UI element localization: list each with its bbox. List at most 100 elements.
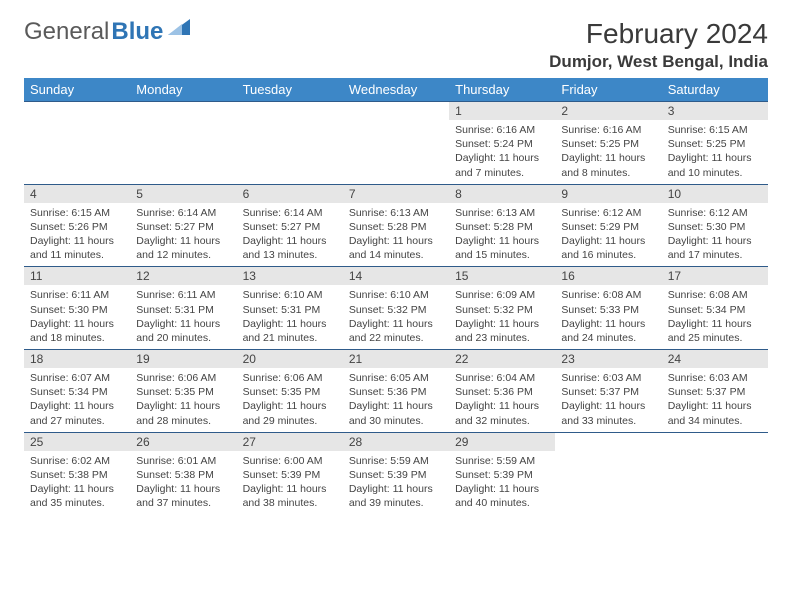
day-number: 17 xyxy=(662,267,768,285)
sunrise-line: Sunrise: 6:08 AM xyxy=(561,288,655,302)
calendar-cell-day-26: 26Sunrise: 6:01 AMSunset: 5:38 PMDayligh… xyxy=(130,432,236,514)
day-details: Sunrise: 6:00 AMSunset: 5:39 PMDaylight:… xyxy=(237,451,343,515)
calendar-cell-day-6: 6Sunrise: 6:14 AMSunset: 5:27 PMDaylight… xyxy=(237,184,343,267)
day-number: 4 xyxy=(24,185,130,203)
sunrise-line: Sunrise: 6:01 AM xyxy=(136,454,230,468)
daylight-line: Daylight: 11 hours and 23 minutes. xyxy=(455,317,549,345)
brand-triangle-icon xyxy=(168,19,190,40)
col-header-monday: Monday xyxy=(130,78,236,102)
sunset-line: Sunset: 5:37 PM xyxy=(668,385,762,399)
daylight-line: Daylight: 11 hours and 38 minutes. xyxy=(243,482,337,510)
sunrise-line: Sunrise: 6:00 AM xyxy=(243,454,337,468)
day-details: Sunrise: 6:16 AMSunset: 5:24 PMDaylight:… xyxy=(449,120,555,184)
day-details: Sunrise: 6:07 AMSunset: 5:34 PMDaylight:… xyxy=(24,368,130,432)
title-block: February 2024 Dumjor, West Bengal, India xyxy=(549,18,768,72)
calendar-cell-day-20: 20Sunrise: 6:06 AMSunset: 5:35 PMDayligh… xyxy=(237,350,343,433)
day-details: Sunrise: 6:15 AMSunset: 5:26 PMDaylight:… xyxy=(24,203,130,267)
day-details: Sunrise: 6:14 AMSunset: 5:27 PMDaylight:… xyxy=(237,203,343,267)
sunrise-line: Sunrise: 6:10 AM xyxy=(243,288,337,302)
day-number: 7 xyxy=(343,185,449,203)
calendar-week: 11Sunrise: 6:11 AMSunset: 5:30 PMDayligh… xyxy=(24,267,768,350)
day-details: Sunrise: 6:08 AMSunset: 5:33 PMDaylight:… xyxy=(555,285,661,349)
sunset-line: Sunset: 5:38 PM xyxy=(30,468,124,482)
day-number: 11 xyxy=(24,267,130,285)
day-number: 10 xyxy=(662,185,768,203)
sunrise-line: Sunrise: 6:13 AM xyxy=(349,206,443,220)
day-details: Sunrise: 6:12 AMSunset: 5:29 PMDaylight:… xyxy=(555,203,661,267)
day-details: Sunrise: 6:06 AMSunset: 5:35 PMDaylight:… xyxy=(237,368,343,432)
day-number: 5 xyxy=(130,185,236,203)
sunset-line: Sunset: 5:27 PM xyxy=(243,220,337,234)
sunset-line: Sunset: 5:26 PM xyxy=(30,220,124,234)
day-number: 26 xyxy=(130,433,236,451)
sunset-line: Sunset: 5:27 PM xyxy=(136,220,230,234)
location-subtitle: Dumjor, West Bengal, India xyxy=(549,52,768,72)
daylight-line: Daylight: 11 hours and 28 minutes. xyxy=(136,399,230,427)
calendar-cell-day-14: 14Sunrise: 6:10 AMSunset: 5:32 PMDayligh… xyxy=(343,267,449,350)
day-details: Sunrise: 6:10 AMSunset: 5:31 PMDaylight:… xyxy=(237,285,343,349)
calendar-cell-day-12: 12Sunrise: 6:11 AMSunset: 5:31 PMDayligh… xyxy=(130,267,236,350)
sunrise-line: Sunrise: 6:03 AM xyxy=(561,371,655,385)
day-details: Sunrise: 6:01 AMSunset: 5:38 PMDaylight:… xyxy=(130,451,236,515)
sunrise-line: Sunrise: 6:15 AM xyxy=(668,123,762,137)
calendar-cell-day-17: 17Sunrise: 6:08 AMSunset: 5:34 PMDayligh… xyxy=(662,267,768,350)
col-header-sunday: Sunday xyxy=(24,78,130,102)
daylight-line: Daylight: 11 hours and 8 minutes. xyxy=(561,151,655,179)
calendar-cell-empty xyxy=(343,102,449,185)
sunset-line: Sunset: 5:36 PM xyxy=(455,385,549,399)
daylight-line: Daylight: 11 hours and 7 minutes. xyxy=(455,151,549,179)
sunset-line: Sunset: 5:38 PM xyxy=(136,468,230,482)
day-details: Sunrise: 6:06 AMSunset: 5:35 PMDaylight:… xyxy=(130,368,236,432)
calendar-cell-day-9: 9Sunrise: 6:12 AMSunset: 5:29 PMDaylight… xyxy=(555,184,661,267)
sunrise-line: Sunrise: 6:06 AM xyxy=(136,371,230,385)
day-number: 20 xyxy=(237,350,343,368)
sunrise-line: Sunrise: 6:16 AM xyxy=(455,123,549,137)
sunset-line: Sunset: 5:25 PM xyxy=(561,137,655,151)
day-number: 15 xyxy=(449,267,555,285)
sunset-line: Sunset: 5:29 PM xyxy=(561,220,655,234)
sunset-line: Sunset: 5:35 PM xyxy=(243,385,337,399)
sunset-line: Sunset: 5:30 PM xyxy=(30,303,124,317)
sunrise-line: Sunrise: 6:15 AM xyxy=(30,206,124,220)
calendar-cell-day-4: 4Sunrise: 6:15 AMSunset: 5:26 PMDaylight… xyxy=(24,184,130,267)
calendar-week: 25Sunrise: 6:02 AMSunset: 5:38 PMDayligh… xyxy=(24,432,768,514)
daylight-line: Daylight: 11 hours and 40 minutes. xyxy=(455,482,549,510)
sunrise-line: Sunrise: 6:12 AM xyxy=(668,206,762,220)
daylight-line: Daylight: 11 hours and 17 minutes. xyxy=(668,234,762,262)
sunset-line: Sunset: 5:33 PM xyxy=(561,303,655,317)
sunrise-line: Sunrise: 6:10 AM xyxy=(349,288,443,302)
daylight-line: Daylight: 11 hours and 30 minutes. xyxy=(349,399,443,427)
daylight-line: Daylight: 11 hours and 33 minutes. xyxy=(561,399,655,427)
col-header-wednesday: Wednesday xyxy=(343,78,449,102)
sunrise-line: Sunrise: 6:11 AM xyxy=(30,288,124,302)
sunrise-line: Sunrise: 6:13 AM xyxy=(455,206,549,220)
sunset-line: Sunset: 5:32 PM xyxy=(349,303,443,317)
calendar-cell-day-27: 27Sunrise: 6:00 AMSunset: 5:39 PMDayligh… xyxy=(237,432,343,514)
sunrise-line: Sunrise: 6:02 AM xyxy=(30,454,124,468)
day-number: 9 xyxy=(555,185,661,203)
calendar-cell-day-22: 22Sunrise: 6:04 AMSunset: 5:36 PMDayligh… xyxy=(449,350,555,433)
sunrise-line: Sunrise: 6:03 AM xyxy=(668,371,762,385)
daylight-line: Daylight: 11 hours and 18 minutes. xyxy=(30,317,124,345)
daylight-line: Daylight: 11 hours and 15 minutes. xyxy=(455,234,549,262)
calendar-week: 4Sunrise: 6:15 AMSunset: 5:26 PMDaylight… xyxy=(24,184,768,267)
calendar-cell-empty xyxy=(130,102,236,185)
calendar-cell-day-25: 25Sunrise: 6:02 AMSunset: 5:38 PMDayligh… xyxy=(24,432,130,514)
sunset-line: Sunset: 5:39 PM xyxy=(243,468,337,482)
day-number: 28 xyxy=(343,433,449,451)
calendar-cell-empty xyxy=(237,102,343,185)
sunrise-line: Sunrise: 6:14 AM xyxy=(243,206,337,220)
col-header-tuesday: Tuesday xyxy=(237,78,343,102)
day-details: Sunrise: 6:14 AMSunset: 5:27 PMDaylight:… xyxy=(130,203,236,267)
day-number: 22 xyxy=(449,350,555,368)
brand-part1: General xyxy=(24,18,109,46)
sunset-line: Sunset: 5:37 PM xyxy=(561,385,655,399)
calendar-cell-empty xyxy=(662,432,768,514)
calendar-cell-day-29: 29Sunrise: 5:59 AMSunset: 5:39 PMDayligh… xyxy=(449,432,555,514)
sunrise-line: Sunrise: 6:04 AM xyxy=(455,371,549,385)
day-details: Sunrise: 6:02 AMSunset: 5:38 PMDaylight:… xyxy=(24,451,130,515)
day-number: 21 xyxy=(343,350,449,368)
daylight-line: Daylight: 11 hours and 11 minutes. xyxy=(30,234,124,262)
calendar-cell-day-28: 28Sunrise: 5:59 AMSunset: 5:39 PMDayligh… xyxy=(343,432,449,514)
sunset-line: Sunset: 5:34 PM xyxy=(30,385,124,399)
